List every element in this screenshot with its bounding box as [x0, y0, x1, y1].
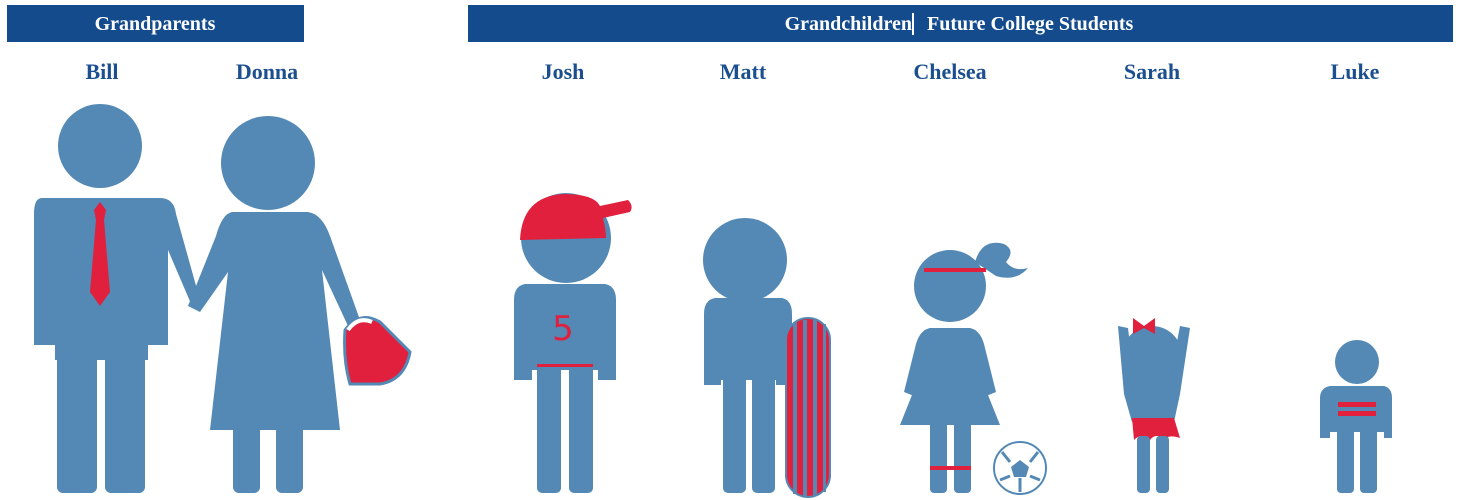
header-title: Grandparents — [95, 13, 216, 35]
person-name: Matt — [720, 59, 767, 84]
header-subtitle: Future College Students — [927, 13, 1134, 35]
infographic: Grandparents Grandchildren Future Colleg… — [0, 0, 1461, 500]
figure-josh: 5 — [514, 193, 632, 493]
person-name: Bill — [85, 59, 118, 84]
figure-luke — [1320, 340, 1392, 493]
figure-matt — [703, 218, 830, 497]
figure-chelsea — [900, 243, 1046, 494]
figure-sarah — [1118, 318, 1190, 493]
person-name: Chelsea — [913, 59, 986, 84]
person-name: Josh — [542, 59, 585, 84]
person-name: Luke — [1331, 59, 1380, 84]
figure-bill — [34, 104, 200, 493]
header-title: Grandchildren — [785, 13, 912, 35]
person-name: Donna — [236, 59, 298, 84]
jersey-number: 5 — [552, 309, 574, 349]
person-name: Sarah — [1124, 59, 1180, 84]
figure-donna — [188, 116, 410, 493]
